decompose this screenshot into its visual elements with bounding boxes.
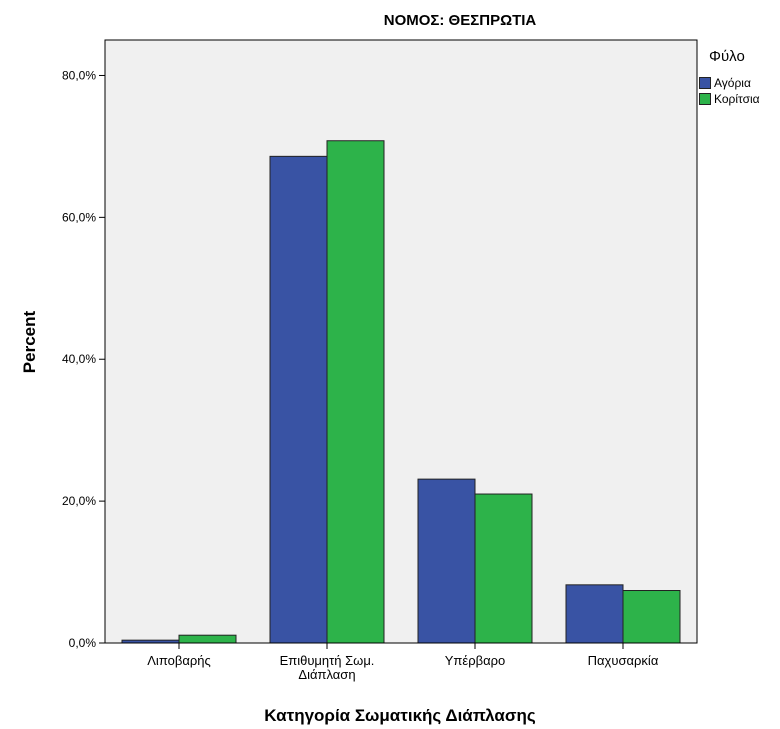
x-tick-label: Διάπλαση	[298, 667, 355, 682]
bar-boys	[417, 478, 476, 644]
y-tick-label: 80,0%	[62, 68, 96, 82]
y-tick-label: 20,0%	[62, 494, 96, 508]
legend-item-girls: Κορίτσια	[699, 91, 779, 107]
legend: Φύλο Αγόρια Κορίτσια	[699, 48, 779, 107]
legend-item-boys: Αγόρια	[699, 75, 779, 91]
bar-boys	[565, 584, 624, 644]
legend-label-girls: Κορίτσια	[714, 92, 760, 106]
y-tick-label: 0,0%	[69, 636, 97, 650]
plot-background	[105, 40, 697, 643]
x-tick-label: Επιθυμητή Σωμ.	[280, 653, 375, 668]
legend-label-boys: Αγόρια	[714, 76, 751, 90]
bar-girls	[178, 634, 237, 644]
x-tick-label: Υπέρβαρο	[445, 653, 505, 668]
bar-boys	[269, 155, 328, 644]
x-axis-title: Κατηγορία Σωματικής Διάπλασης	[264, 706, 536, 725]
chart-title: ΝΟΜΟΣ: ΘΕΣΠΡΩΤΙΑ	[383, 12, 537, 29]
legend-title: Φύλο	[709, 48, 745, 65]
x-tick-label: Λιποβαρής	[147, 653, 210, 668]
y-tick-label: 60,0%	[62, 210, 96, 224]
bar-girls	[622, 590, 681, 644]
legend-swatch-girls	[699, 93, 711, 105]
legend-swatch-boys	[699, 77, 711, 89]
bar-girls	[474, 493, 533, 644]
plot-frame	[104, 39, 698, 644]
x-tick-label: Παχυσαρκία	[588, 653, 659, 668]
bar-girls	[326, 140, 385, 644]
y-tick-label: 40,0%	[62, 352, 96, 366]
